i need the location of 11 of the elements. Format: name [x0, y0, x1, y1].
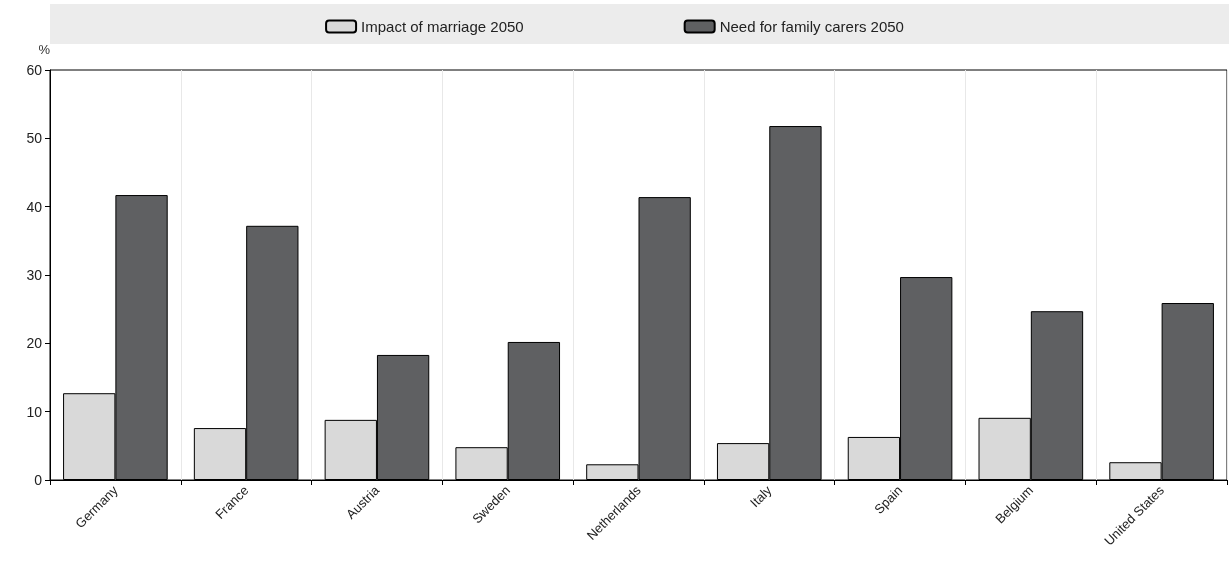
y-tick-label: 20 [26, 335, 43, 352]
y-tick-label: 40 [26, 198, 43, 215]
legend-label: Impact of marriage 2050 [361, 18, 524, 35]
y-tick-label: 30 [26, 267, 43, 283]
y-tick-label: 10 [26, 403, 43, 420]
legend-label: Need for family carers 2050 [719, 18, 904, 35]
x-tick-label: Italy [747, 482, 775, 511]
y-tick-label: 60 [26, 62, 43, 78]
y-axis-title: % [38, 42, 51, 57]
y-tick-label: 50 [26, 130, 43, 147]
y-tick-label: 0 [34, 472, 43, 488]
